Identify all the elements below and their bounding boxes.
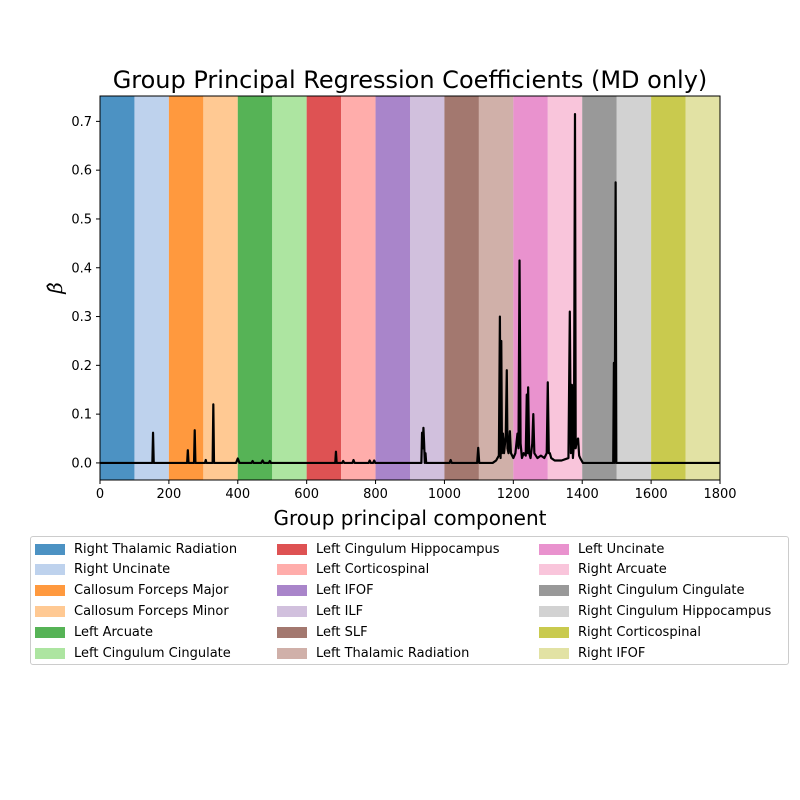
legend-item: Left Cingulum Hippocampus — [277, 541, 500, 557]
x-tick-label-9: 1800 — [703, 487, 736, 502]
band-4 — [237, 96, 273, 480]
band-15 — [616, 96, 652, 480]
legend-item: Right Thalamic Radiation — [35, 541, 238, 557]
band-6 — [306, 96, 342, 480]
legend-label: Callosum Forceps Minor — [74, 603, 229, 619]
legend-swatch — [277, 626, 307, 638]
legend-swatch — [35, 564, 65, 576]
legend-label: Left Arcuate — [74, 624, 153, 640]
y-ticks: 0.0 0.1 0.2 0.3 0.4 0.5 0.6 0.7 — [71, 115, 100, 471]
y-tick-label-2: 0.2 — [71, 359, 92, 374]
legend-label: Left Thalamic Radiation — [316, 645, 470, 661]
legend: Right Thalamic Radiation Right Uncinate Ca… — [30, 536, 789, 665]
legend-item: Left ILF — [277, 603, 364, 619]
legend-label: Right Uncinate — [74, 562, 171, 578]
legend-item: Right Uncinate — [35, 562, 171, 578]
legend-label: Right IFOF — [578, 645, 646, 661]
legend-swatch — [277, 647, 307, 659]
band-8 — [375, 96, 410, 480]
legend-item: Right Corticospinal — [539, 624, 702, 640]
band-9 — [410, 96, 445, 480]
legend-item: Right Cingulum Hippocampus — [539, 603, 772, 619]
band-14 — [582, 96, 617, 480]
chart-title: Group Principal Regression Coefficients … — [113, 66, 708, 94]
legend-label: Left Cingulum Cingulate — [74, 645, 231, 661]
axes-frame — [99, 95, 721, 481]
legend-item: Left SLF — [277, 624, 368, 640]
line-layer — [100, 112, 720, 465]
legend-label: Left ILF — [316, 603, 364, 619]
y-tick-label-4: 0.4 — [71, 261, 92, 276]
legend-label: Left Cingulum Hippocampus — [316, 541, 500, 557]
legend-swatch — [277, 543, 307, 555]
band-17 — [685, 96, 720, 480]
legend-item: Left Uncinate — [539, 541, 665, 557]
legend-label: Right Thalamic Radiation — [74, 541, 238, 557]
band-10 — [444, 96, 479, 480]
legend-swatch — [277, 605, 307, 617]
y-tick-label-6: 0.6 — [71, 164, 92, 179]
band-3 — [203, 96, 238, 480]
x-tick-label-1: 200 — [156, 487, 181, 502]
legend-item: Callosum Forceps Major — [35, 583, 229, 599]
x-tick-label-3: 600 — [294, 487, 319, 502]
legend-label: Right Arcuate — [578, 562, 667, 578]
legend-label: Left Uncinate — [578, 541, 665, 557]
legend-swatch — [35, 626, 65, 638]
legend-label: Right Cingulum Cingulate — [578, 583, 745, 599]
legend-swatch — [539, 543, 569, 555]
legend-label: Callosum Forceps Major — [74, 583, 229, 599]
y-tick-label-0: 0.0 — [71, 456, 92, 471]
legend-item: Left Arcuate — [35, 624, 153, 640]
legend-label: Left IFOF — [316, 583, 374, 599]
legend-swatch — [277, 585, 307, 597]
band-2 — [168, 96, 204, 480]
y-tick-label-1: 0.1 — [71, 408, 92, 423]
y-axis-label: β̂ — [43, 282, 67, 295]
band-7 — [341, 96, 376, 480]
x-tick-label-2: 400 — [225, 487, 250, 502]
legend-swatch — [539, 626, 569, 638]
x-axis-label: Group principal component — [274, 506, 547, 530]
x-tick-label-6: 1200 — [497, 487, 530, 502]
legend-item: Left Corticospinal — [277, 562, 430, 578]
legend-swatch — [35, 543, 65, 555]
legend-swatch — [35, 647, 65, 659]
legend-item: Callosum Forceps Minor — [35, 603, 229, 619]
legend-swatch — [277, 564, 307, 576]
y-tick-label-3: 0.3 — [71, 310, 92, 325]
legend-swatch — [539, 647, 569, 659]
band-5 — [272, 96, 307, 480]
y-tick-label-5: 0.5 — [71, 212, 92, 227]
legend-label: Right Cingulum Hippocampus — [578, 603, 772, 619]
band-0 — [100, 96, 135, 480]
legend-swatch — [35, 585, 65, 597]
legend-item: Right IFOF — [539, 645, 646, 661]
legend-item: Left Thalamic Radiation — [277, 645, 470, 661]
x-tick-label-7: 1400 — [566, 487, 599, 502]
band-13 — [547, 96, 583, 480]
legend-item: Right Arcuate — [539, 562, 667, 578]
legend-swatch — [539, 585, 569, 597]
legend-label: Right Corticospinal — [578, 624, 702, 640]
series-line-0 — [100, 112, 720, 465]
y-tick-label-7: 0.7 — [71, 115, 92, 130]
band-layer — [100, 96, 720, 480]
legend-item: Left IFOF — [277, 583, 374, 599]
x-ticks: 0 200 400 600 800 1000 1200 1400 1600 1800 — [96, 480, 737, 502]
legend-label: Left Corticospinal — [316, 562, 430, 578]
legend-swatch — [539, 564, 569, 576]
legend-label: Left SLF — [316, 624, 368, 640]
x-tick-label-8: 1600 — [635, 487, 668, 502]
x-tick-label-4: 800 — [363, 487, 388, 502]
x-tick-label-5: 1000 — [428, 487, 461, 502]
legend-item: Left Cingulum Cingulate — [35, 645, 231, 661]
x-tick-label-0: 0 — [96, 487, 104, 502]
legend-swatch — [35, 605, 65, 617]
legend-swatch — [539, 605, 569, 617]
band-16 — [651, 96, 686, 480]
legend-item: Right Cingulum Cingulate — [539, 583, 745, 599]
band-1 — [134, 96, 169, 480]
